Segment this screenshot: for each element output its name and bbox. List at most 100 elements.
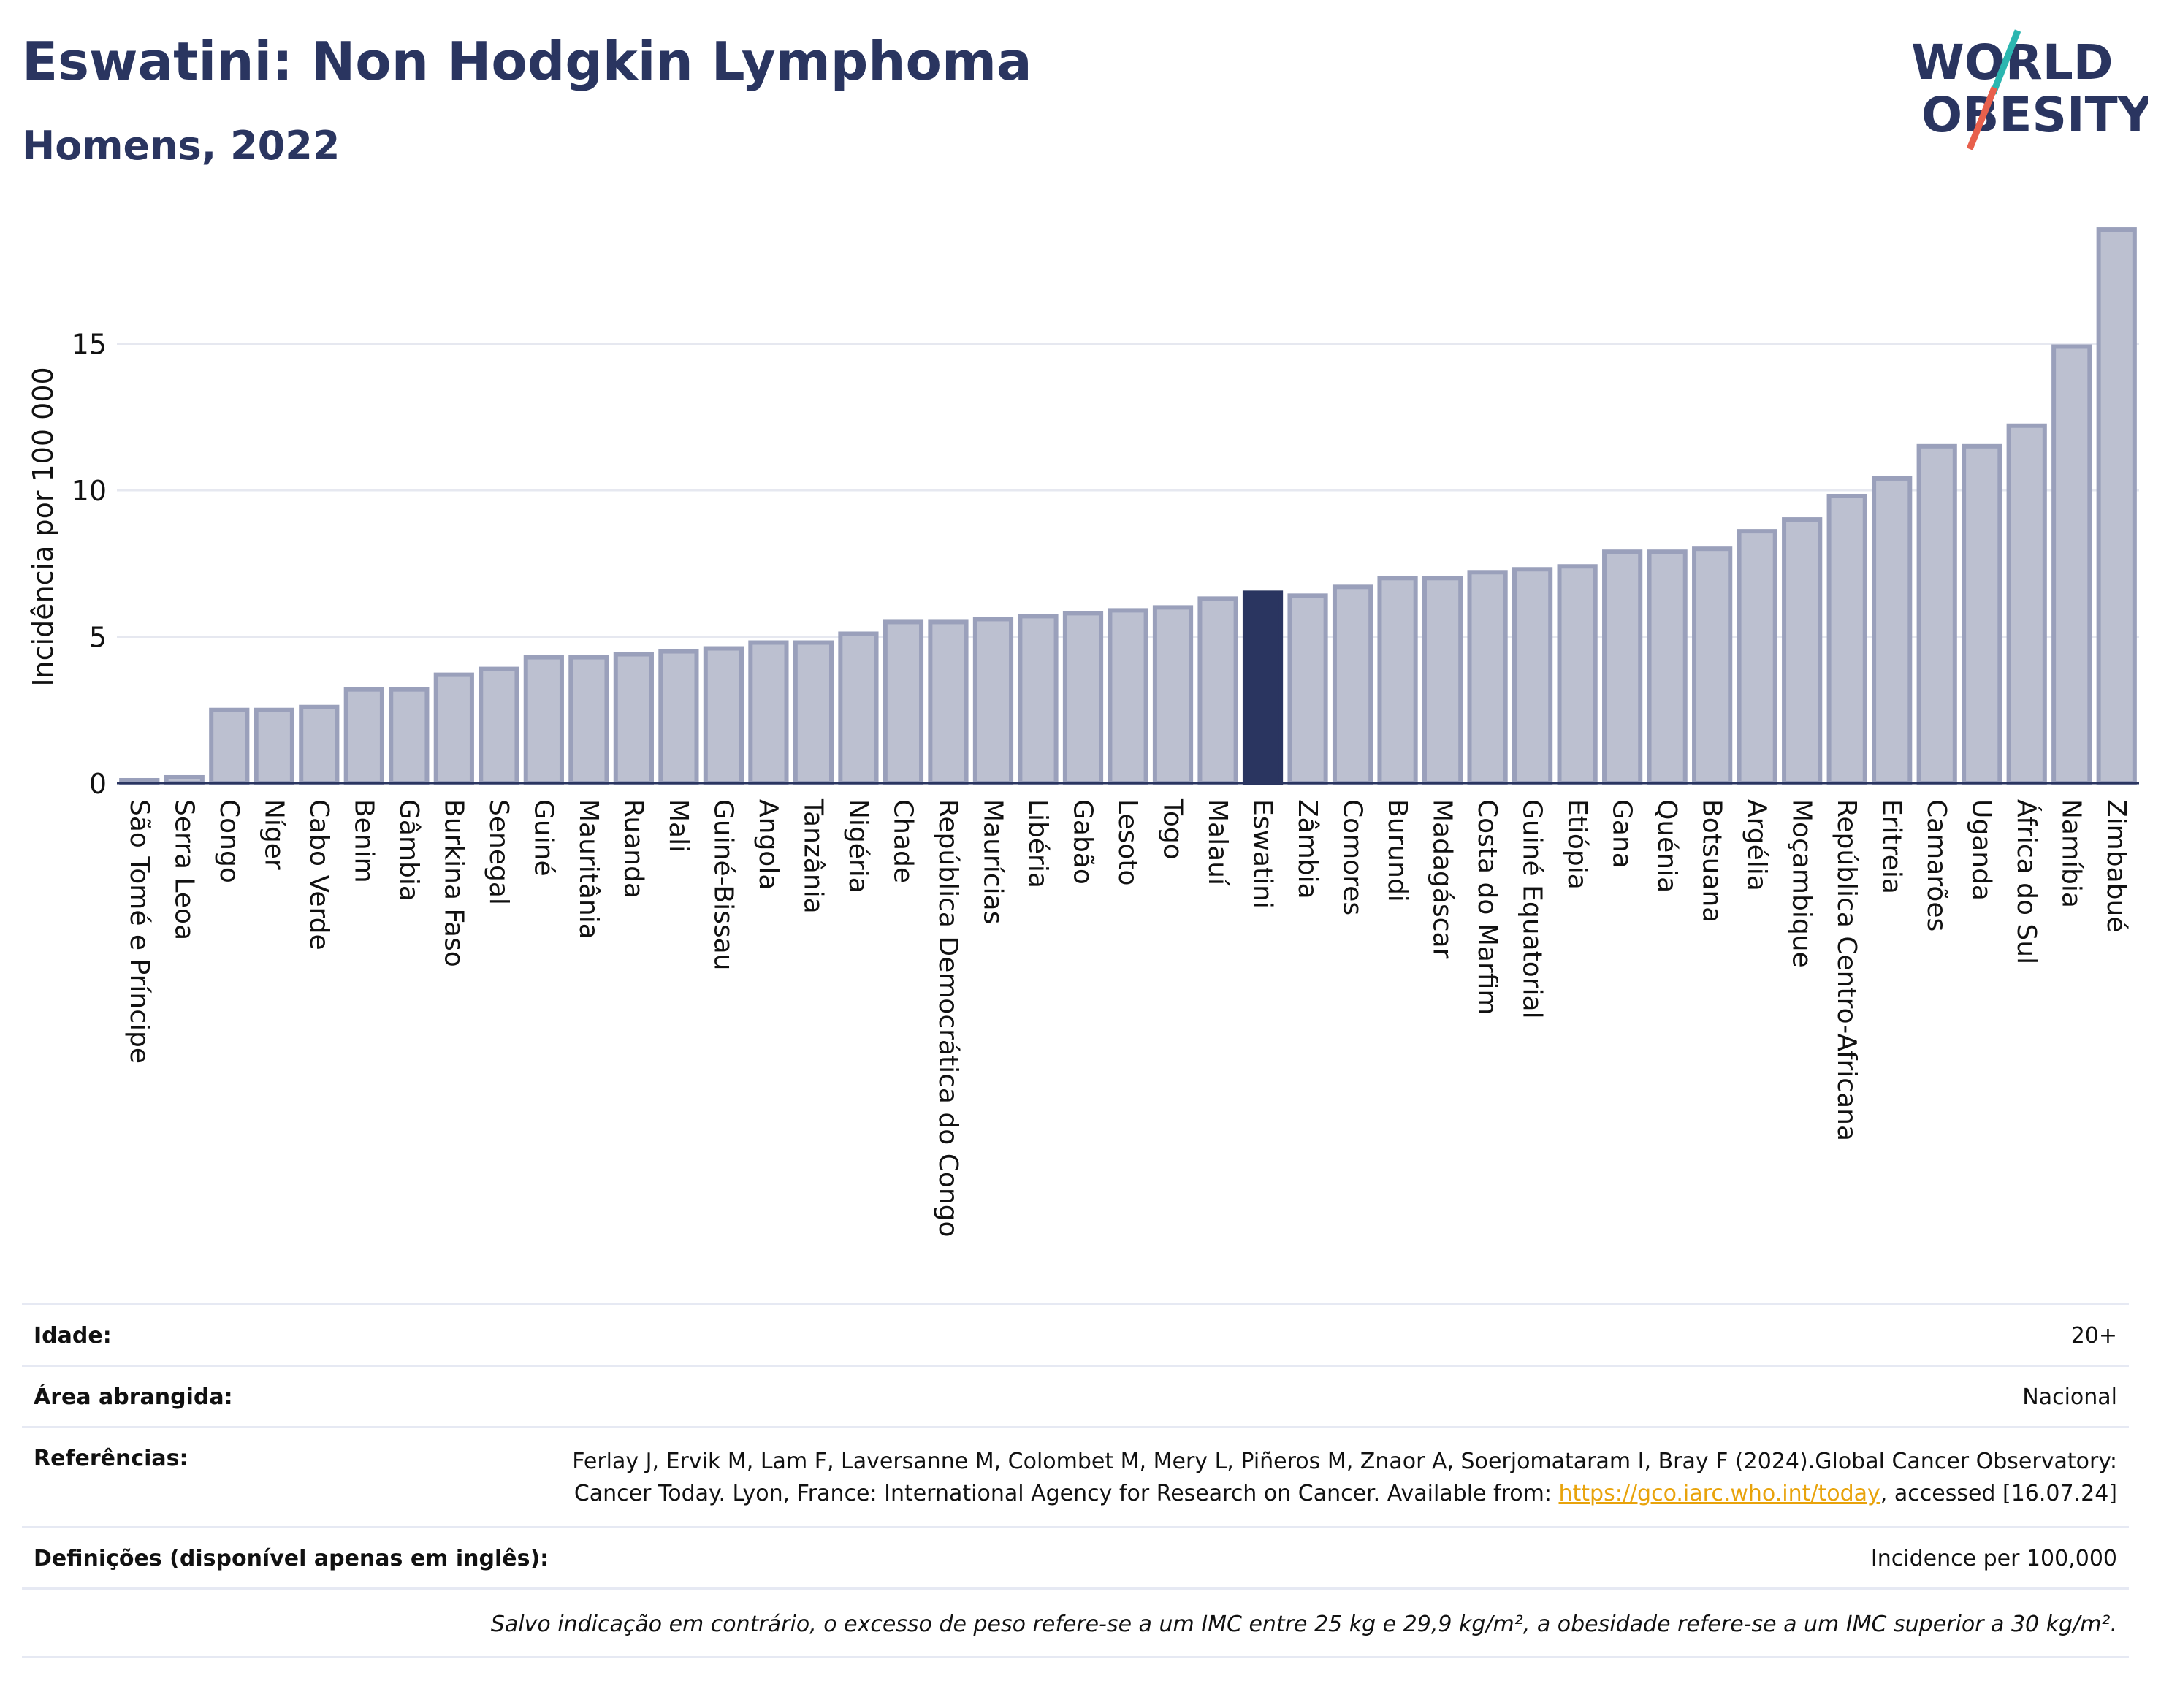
age-value: 20+	[2070, 1323, 2117, 1349]
bar	[568, 655, 609, 785]
footnote: Salvo indicação em contrário, o excesso …	[22, 1587, 2129, 1658]
x-tick-label: Gâmbia	[394, 799, 424, 901]
bar	[658, 649, 699, 785]
references-row: Referências: Ferlay J, Ervik M, Lam F, L…	[22, 1426, 2129, 1526]
x-tick-label: Mali	[663, 799, 693, 853]
bar	[2051, 344, 2092, 785]
x-tick-label: Nigéria	[843, 799, 873, 893]
area-value: Nacional	[2022, 1384, 2117, 1410]
x-tick-label: Cabo Verde	[304, 799, 334, 950]
references-value: Ferlay J, Ervik M, Lam F, Laversanne M, …	[510, 1446, 2117, 1510]
bar	[299, 704, 340, 786]
x-tick-label: Zâmbia	[1292, 799, 1322, 899]
x-tick-label: Moçambique	[1787, 799, 1817, 968]
bar	[479, 666, 519, 785]
bar	[254, 707, 294, 785]
x-tick-label: Lesoto	[1113, 799, 1143, 886]
bar	[972, 617, 1014, 786]
bar	[1692, 546, 1733, 786]
x-tick-label: República Centro-Africana	[1832, 799, 1861, 1141]
x-tick-label: Libéria	[1023, 799, 1053, 888]
x-tick-label: África do Sul	[2011, 799, 2042, 964]
x-tick-label: Tanzânia	[798, 798, 828, 914]
y-tick-label: 0	[89, 768, 107, 800]
x-tick-label: Etiópia	[1562, 799, 1592, 890]
x-tick-label: República Democrática do Congo	[933, 799, 963, 1238]
x-tick-label: Ruanda	[618, 799, 648, 899]
x-tick-label: Gana	[1607, 799, 1637, 869]
bar	[748, 640, 789, 785]
logo-slash-red	[1966, 86, 1998, 150]
bar-chart: 0 5 10 15 Incidência por 100 000 São Tomé e P…	[27, 227, 2139, 1238]
bar	[1062, 611, 1104, 786]
y-axis-label: Incidência por 100 000	[27, 367, 59, 686]
definitions-value: Incidence per 100,000	[1870, 1546, 2117, 1571]
bar	[433, 672, 474, 785]
bar	[883, 619, 924, 786]
x-tick-label: São Tomé e Príncipe	[124, 799, 154, 1064]
bar	[1647, 549, 1688, 785]
bar	[1467, 570, 1508, 785]
x-tick-label: Quénia	[1652, 799, 1682, 893]
x-tick-label: Mauritânia	[573, 799, 603, 939]
definitions-row: Definições (disponível apenas em inglês)…	[22, 1526, 2129, 1587]
bar	[209, 707, 250, 785]
bar	[1512, 567, 1553, 785]
x-tick-label: Eswatini	[1248, 799, 1278, 909]
x-tick-label: Eritreia	[1877, 799, 1907, 894]
world-obesity-logo: WORLD OBESITY	[1911, 29, 2148, 150]
bar	[1602, 549, 1643, 785]
references-link[interactable]: https://gco.iarc.who.int/today	[1558, 1481, 1880, 1506]
x-tick-label: Botsuana	[1697, 799, 1727, 923]
metadata-table: Idade: 20+ Área abrangida: Nacional Refe…	[22, 1303, 2129, 1658]
area-label: Área abrangida:	[34, 1384, 233, 1410]
x-tick-label: Burkina Faso	[438, 799, 468, 967]
x-tick-label: Madagáscar	[1428, 799, 1457, 959]
x-tick-label: Benim	[348, 799, 378, 883]
x-tick-label: Gabão	[1067, 799, 1097, 885]
bar	[1557, 564, 1598, 785]
x-tick-label: Malauí	[1203, 799, 1232, 886]
x-tick-label: Guiné Equatorial	[1517, 799, 1547, 1019]
bar	[343, 687, 384, 786]
y-tick-label: 10	[72, 475, 107, 507]
x-tick-label: Guiné-Bissau	[708, 799, 738, 970]
x-tick-label: Senegal	[484, 799, 514, 905]
bar	[2006, 423, 2047, 785]
bar	[1962, 443, 2002, 785]
bar	[1152, 605, 1194, 786]
area-row: Área abrangida: Nacional	[22, 1365, 2129, 1426]
bar	[838, 631, 879, 785]
bar	[1782, 517, 1823, 785]
x-tick-label: Congo	[214, 799, 244, 883]
x-tick-label: Camarões	[1921, 799, 1951, 931]
x-tick-label: Chade	[888, 799, 918, 883]
bar	[1108, 608, 1148, 786]
bar	[793, 640, 834, 785]
references-accessed: , accessed [16.07.24]	[1880, 1481, 2117, 1506]
x-tick-label: Argélia	[1742, 799, 1772, 891]
logo-slash-teal	[1989, 29, 2021, 95]
bar	[1826, 493, 1867, 785]
references-text: Ferlay J, Ervik M, Lam F, Laversanne M, …	[572, 1449, 2117, 1506]
x-tick-label: Zimbabué	[2101, 799, 2131, 932]
y-tick-label: 15	[72, 328, 107, 360]
bar	[1197, 596, 1238, 785]
definitions-label: Definições (disponível apenas em inglês)…	[34, 1546, 549, 1571]
bar	[1332, 584, 1373, 785]
bar	[928, 619, 969, 786]
bar	[1377, 576, 1418, 785]
bar	[613, 652, 654, 785]
bar	[1872, 476, 1913, 786]
age-label: Idade:	[34, 1323, 112, 1349]
chart-title: Eswatini: Non Hodgkin Lymphoma	[22, 31, 1032, 92]
bar	[389, 687, 430, 786]
bar	[1737, 529, 1777, 785]
x-tick-label: Namíbia	[2057, 799, 2086, 908]
chart-subtitle: Homens, 2022	[22, 123, 340, 169]
bar	[703, 646, 744, 785]
x-tick-label: Comores	[1338, 799, 1368, 915]
x-tick-label: Guiné	[528, 799, 558, 877]
bar	[1916, 443, 1957, 785]
references-label: Referências:	[34, 1446, 188, 1471]
